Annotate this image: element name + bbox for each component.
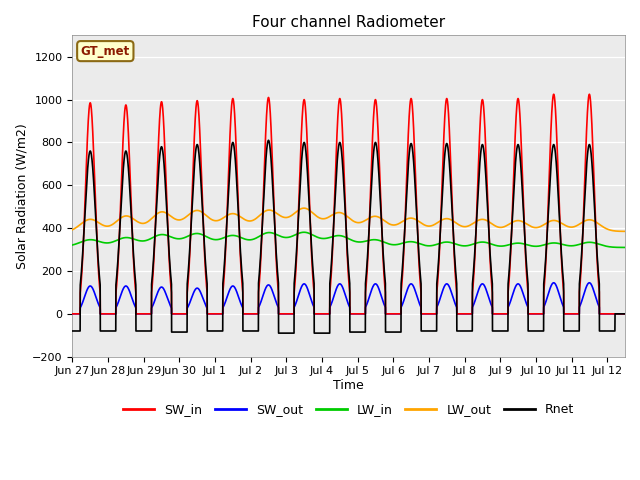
Line: SW_out: SW_out xyxy=(72,283,625,314)
SW_out xyxy=(550,280,557,286)
SW_out xyxy=(244,311,252,317)
SW_out xyxy=(621,311,629,317)
Rnet xyxy=(621,311,629,317)
Line: Rnet: Rnet xyxy=(72,140,625,333)
X-axis label: Time: Time xyxy=(333,379,364,392)
Y-axis label: Solar Radiation (W/m2): Solar Radiation (W/m2) xyxy=(15,123,28,269)
Rnet xyxy=(68,328,76,334)
SW_in xyxy=(101,311,109,317)
SW_out xyxy=(578,299,586,304)
Rnet xyxy=(578,249,586,255)
SW_out xyxy=(68,311,76,317)
Line: LW_out: LW_out xyxy=(72,208,625,231)
LW_in xyxy=(300,229,308,235)
LW_out xyxy=(101,223,109,229)
SW_in xyxy=(621,311,629,317)
SW_in xyxy=(581,177,589,183)
SW_in xyxy=(578,256,586,262)
SW_in xyxy=(550,91,557,97)
LW_in xyxy=(621,244,629,250)
Rnet xyxy=(275,330,282,336)
LW_in xyxy=(578,241,586,247)
SW_in xyxy=(68,311,76,317)
Rnet xyxy=(369,162,376,168)
Title: Four channel Radiometer: Four channel Radiometer xyxy=(252,15,445,30)
SW_out xyxy=(581,288,589,294)
LW_in xyxy=(369,237,376,243)
LW_out xyxy=(578,220,586,226)
Rnet xyxy=(244,328,252,334)
Rnet xyxy=(264,137,272,143)
LW_out xyxy=(581,218,589,224)
LW_out xyxy=(534,225,542,230)
Line: LW_in: LW_in xyxy=(72,232,625,247)
LW_in xyxy=(581,240,589,246)
Line: SW_in: SW_in xyxy=(72,94,625,314)
LW_out xyxy=(244,218,252,224)
LW_out xyxy=(369,214,376,219)
Legend: SW_in, SW_out, LW_in, LW_out, Rnet: SW_in, SW_out, LW_in, LW_out, Rnet xyxy=(118,398,579,421)
SW_in xyxy=(244,311,252,317)
LW_in xyxy=(101,240,109,246)
Rnet xyxy=(534,328,542,334)
SW_out xyxy=(369,285,376,291)
SW_in xyxy=(369,140,376,146)
LW_out xyxy=(300,205,308,211)
SW_in xyxy=(534,311,542,317)
LW_out xyxy=(621,228,629,234)
SW_out xyxy=(534,311,542,317)
LW_in xyxy=(244,237,252,243)
LW_in xyxy=(68,242,76,248)
Rnet xyxy=(581,192,589,197)
Rnet xyxy=(101,328,109,334)
SW_out xyxy=(101,311,109,317)
LW_out xyxy=(68,227,76,233)
LW_in xyxy=(534,243,542,249)
Text: GT_met: GT_met xyxy=(81,45,130,58)
